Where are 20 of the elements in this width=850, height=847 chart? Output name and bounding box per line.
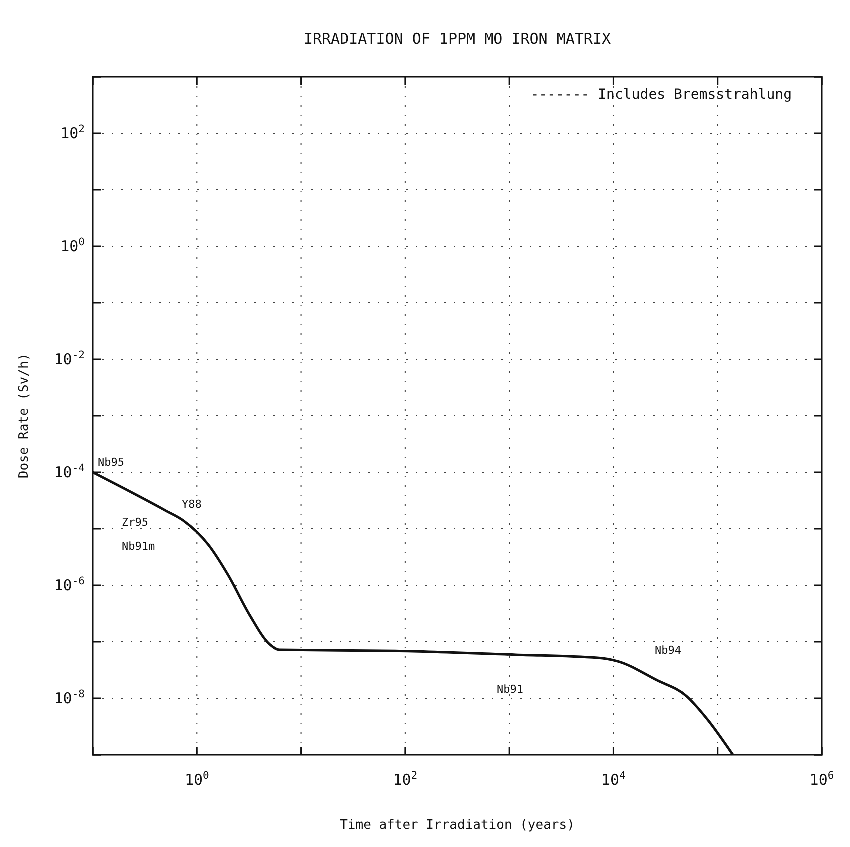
y-tick-label: 10$^{0}$	[60, 236, 85, 256]
y-tick-label: 10$^{-2}$	[54, 350, 85, 368]
annotation: Nb94	[655, 644, 682, 657]
y-axis-title: Dose Rate (Sv/h)	[17, 353, 32, 479]
annotation: Y88	[182, 498, 202, 511]
x-tick-label: 10$^{0}$	[184, 770, 210, 789]
y-tick-label: 10$^{-8}$	[54, 688, 85, 708]
y-tick-label: 10$^{2}$	[60, 124, 85, 142]
annotation: Nb91	[497, 683, 524, 696]
y-tick-label: 10$^{-6}$	[54, 576, 85, 594]
annotation: Zr95	[122, 516, 148, 529]
annotation: Nb95	[98, 456, 124, 469]
chart-title: IRRADIATION OF 1PPM MO IRON MATRIX	[304, 30, 612, 48]
x-axis-title: Time after Irradiation (years)	[340, 818, 575, 833]
y-tick-label: 10$^{-4}$	[54, 462, 85, 482]
annotation: Nb91m	[122, 540, 156, 553]
x-tick-label: 10$^{6}$	[810, 770, 834, 789]
x-tick-label: 10$^{4}$	[602, 770, 626, 789]
x-tick-label: 10$^{2}$	[393, 770, 418, 789]
annotation: ------- Includes Bremsstrahlung	[530, 87, 792, 103]
